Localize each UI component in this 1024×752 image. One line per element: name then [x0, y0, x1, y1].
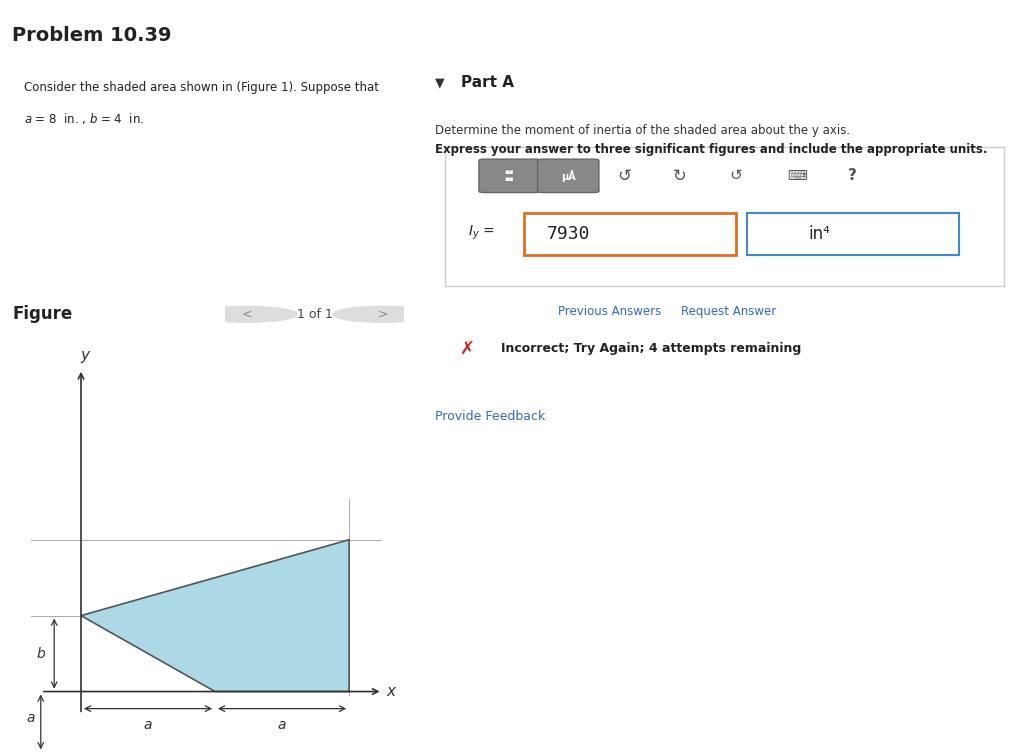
FancyBboxPatch shape: [538, 159, 599, 193]
Text: $a$: $a$: [27, 711, 36, 725]
Text: Figure: Figure: [12, 305, 73, 323]
Text: Problem 10.39: Problem 10.39: [12, 26, 172, 45]
Text: ↺: ↺: [617, 167, 631, 185]
Text: Express your answer to three significant figures and include the appropriate uni: Express your answer to three significant…: [435, 143, 988, 156]
Text: ✗: ✗: [460, 340, 475, 358]
Text: ▼: ▼: [434, 76, 444, 89]
Text: ?: ?: [849, 168, 857, 183]
Text: Part A: Part A: [461, 75, 514, 90]
Text: in⁴: in⁴: [809, 226, 830, 244]
Text: $a$: $a$: [278, 718, 287, 732]
Text: Submit: Submit: [469, 299, 519, 312]
Text: ↺: ↺: [729, 168, 742, 183]
Text: Consider the shaded area shown in (Figure 1). Suppose that: Consider the shaded area shown in (Figur…: [25, 81, 379, 94]
Polygon shape: [81, 540, 349, 692]
Text: >: >: [378, 308, 388, 321]
Text: Request Answer: Request Answer: [681, 305, 776, 318]
FancyBboxPatch shape: [746, 214, 958, 255]
Text: 1 of 1: 1 of 1: [297, 308, 333, 321]
Text: ↻: ↻: [673, 167, 687, 185]
Text: Incorrect; Try Again; 4 attempts remaining: Incorrect; Try Again; 4 attempts remaini…: [502, 342, 802, 356]
FancyBboxPatch shape: [479, 159, 541, 193]
Text: Determine the moment of inertia of the shaded area about the y axis.: Determine the moment of inertia of the s…: [435, 124, 850, 137]
Text: $a$ = 8  in. , $b$ = 4  in.: $a$ = 8 in. , $b$ = 4 in.: [25, 111, 144, 126]
Text: $x$: $x$: [386, 684, 397, 699]
Text: <: <: [242, 308, 252, 321]
Text: Provide Feedback: Provide Feedback: [435, 410, 546, 423]
Text: $b$: $b$: [36, 646, 46, 661]
Circle shape: [197, 306, 297, 323]
Text: ⌨: ⌨: [787, 169, 807, 183]
Text: ▪▪
▪▪: ▪▪ ▪▪: [505, 169, 514, 182]
Text: μÅ: μÅ: [561, 170, 575, 182]
Text: 7930: 7930: [547, 226, 590, 244]
Circle shape: [333, 306, 433, 323]
Text: $a$: $a$: [143, 718, 153, 732]
FancyBboxPatch shape: [523, 214, 735, 255]
Text: $y$: $y$: [80, 349, 92, 365]
Text: Previous Answers: Previous Answers: [558, 305, 662, 318]
Text: $I_y$ =: $I_y$ =: [468, 224, 495, 242]
